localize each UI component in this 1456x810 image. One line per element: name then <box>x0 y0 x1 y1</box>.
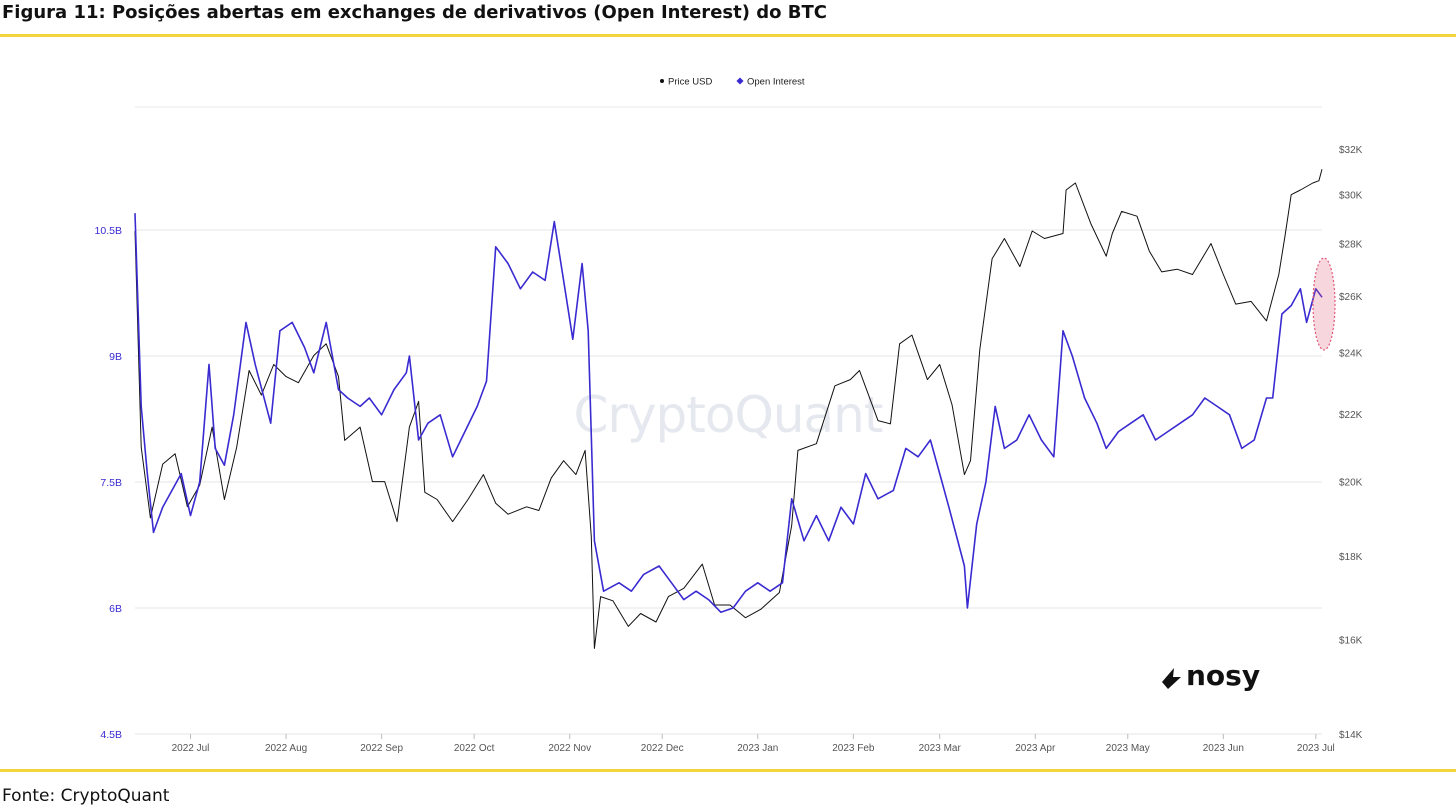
legend-label-price: Price USD <box>668 77 712 88</box>
nosy-logo-icon <box>1162 668 1181 689</box>
legend-label-open-interest: Open Interest <box>747 77 805 88</box>
x-tick-label: 2023 Apr <box>1015 743 1056 754</box>
y-right-tick-label: $24K <box>1339 349 1363 360</box>
x-tick-label: 2022 Aug <box>265 743 307 754</box>
legend-marker-price <box>660 79 664 83</box>
y-right-tick-label: $32K <box>1339 145 1363 156</box>
x-axis: 2022 Jul 2022 Aug 2022 Sep 2022 Oct 2022 Nov… <box>172 734 1335 754</box>
y-right-tick-label: $16K <box>1339 636 1363 647</box>
series-line-open-interest <box>134 213 1323 613</box>
x-tick-label: 2022 Nov <box>548 743 591 754</box>
y-left-tick-label: 9B <box>109 351 122 363</box>
watermark: CryptoQuant <box>574 386 883 444</box>
y-axis-left: 10.5B 9B 7.5B 6B 4.5B <box>95 225 122 741</box>
y-axis-right: $32K $30K $28K $26K $24K $22K $20K $18K $16K $14K <box>1339 145 1363 741</box>
x-tick-label: 2023 Feb <box>832 743 875 754</box>
y-left-tick-label: 6B <box>109 603 122 615</box>
x-tick-label: 2022 Oct <box>454 743 495 754</box>
y-right-tick-label: $18K <box>1339 552 1363 563</box>
y-left-tick-label: 4.5B <box>100 729 122 741</box>
chart-area: CryptoQuant Price USD Open Interest 10.5… <box>95 77 1363 755</box>
y-right-tick-label: $28K <box>1339 239 1363 250</box>
figure-title: Figura 11: Posições abertas em exchanges… <box>2 2 827 23</box>
figure-source: Fonte: CryptoQuant <box>2 786 170 806</box>
y-right-tick-label: $26K <box>1339 292 1363 303</box>
x-tick-label: 2023 Jun <box>1203 743 1244 754</box>
x-tick-label: 2023 Jan <box>737 743 778 754</box>
legend-marker-open-interest <box>736 77 744 85</box>
top-divider <box>0 34 1456 37</box>
y-left-tick-label: 10.5B <box>95 225 122 237</box>
brand-wordmark: nosy <box>1186 659 1260 692</box>
y-right-tick-label: $30K <box>1339 191 1363 202</box>
series-line-price-usd <box>134 169 1323 649</box>
x-tick-label: 2023 Mar <box>919 743 962 754</box>
y-right-tick-label: $14K <box>1339 730 1363 741</box>
x-tick-label: 2022 Jul <box>172 743 210 754</box>
highlight-ellipse <box>1312 257 1336 351</box>
x-tick-label: 2023 May <box>1106 743 1150 754</box>
x-tick-label: 2023 Jul <box>1297 743 1335 754</box>
chart-legend[interactable]: Price USD Open Interest <box>660 77 805 88</box>
bottom-divider <box>0 769 1456 772</box>
y-left-tick-label: 7.5B <box>100 477 122 489</box>
x-tick-label: 2022 Dec <box>641 743 684 754</box>
y-right-tick-label: $20K <box>1339 478 1363 489</box>
y-right-tick-label: $22K <box>1339 410 1363 421</box>
x-tick-label: 2022 Sep <box>360 743 403 754</box>
